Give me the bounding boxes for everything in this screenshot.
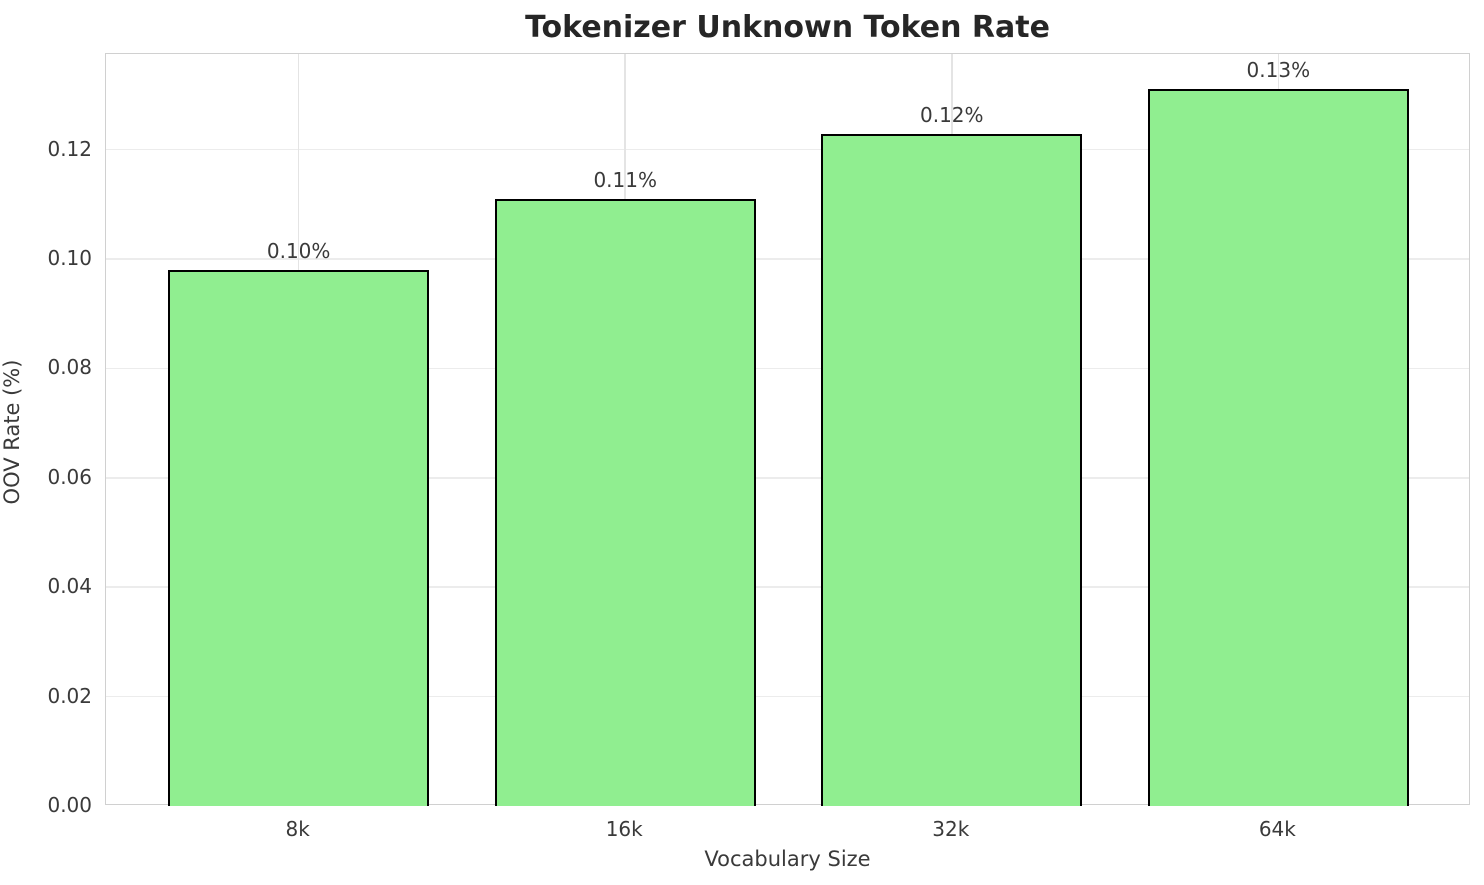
y-tick-label: 0.12	[47, 136, 92, 161]
h-gridline	[106, 367, 1469, 370]
h-gridline	[106, 586, 1469, 588]
h-gridline	[106, 148, 1469, 151]
bar	[1147, 89, 1409, 806]
bar	[494, 198, 756, 806]
y-tick-label: 0.04	[47, 574, 92, 599]
x-tick-label: 8k	[285, 817, 310, 841]
bar-value-label: 0.11%	[593, 167, 657, 192]
bar	[168, 270, 430, 806]
y-axis-label: OOV Rate (%)	[0, 359, 24, 505]
x-tick-label: 16k	[605, 817, 643, 841]
chart-title: Tokenizer Unknown Token Rate	[525, 10, 1050, 45]
y-tick-label: 0.06	[47, 464, 92, 489]
x-tick-label: 32k	[932, 817, 970, 841]
h-gridline	[106, 695, 1469, 698]
y-tick-label: 0.00	[47, 793, 92, 817]
y-tick-label: 0.08	[47, 355, 92, 380]
plot-area: 0.10% 0.11% 0.12% 0.13%	[105, 53, 1470, 806]
h-gridline	[106, 477, 1469, 479]
bar-value-label: 0.13%	[1246, 58, 1311, 82]
x-axis-label: Vocabulary Size	[704, 847, 871, 871]
bar-value-label: 0.10%	[266, 239, 331, 264]
bar	[821, 134, 1083, 806]
y-tick-label: 0.10	[47, 246, 92, 271]
bar-value-label: 0.12%	[919, 103, 984, 128]
h-gridline	[106, 258, 1469, 260]
x-tick-label: 64k	[1258, 817, 1296, 841]
y-tick-label: 0.02	[47, 683, 92, 708]
